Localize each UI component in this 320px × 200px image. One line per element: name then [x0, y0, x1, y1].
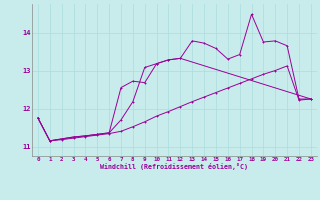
X-axis label: Windchill (Refroidissement éolien,°C): Windchill (Refroidissement éolien,°C) [100, 163, 248, 170]
